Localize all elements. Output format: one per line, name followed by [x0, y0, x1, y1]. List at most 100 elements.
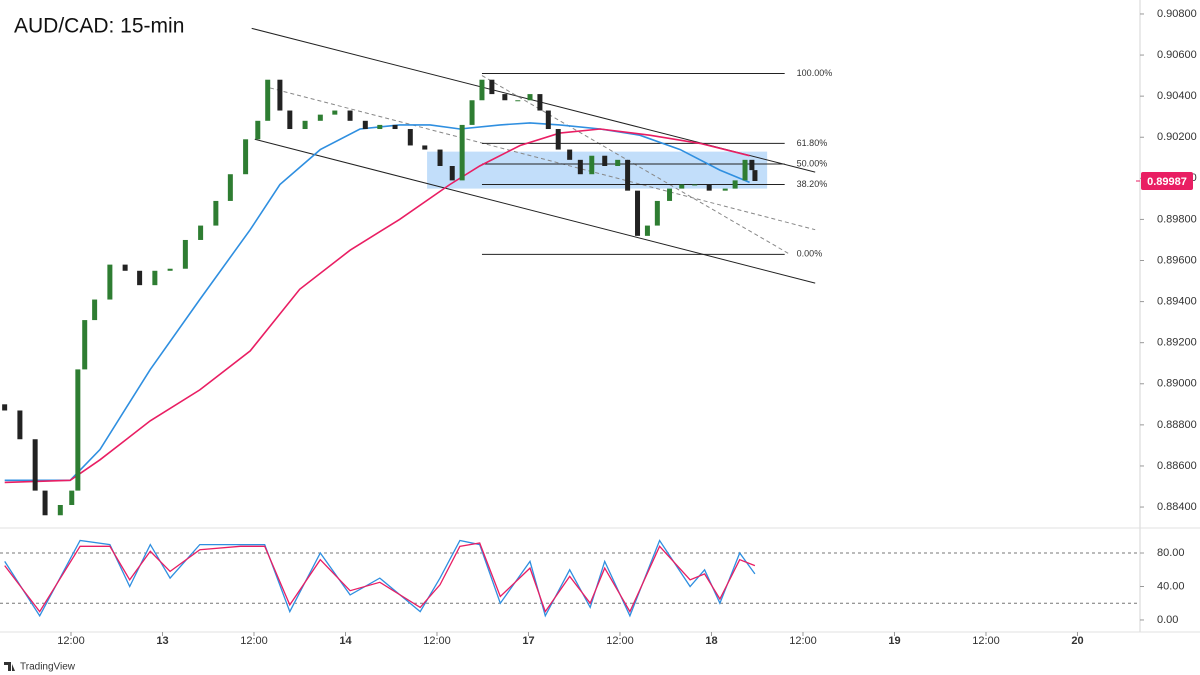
y-tick-label: 0.88400: [1157, 501, 1197, 513]
candle-body: [137, 270, 143, 286]
y-tick-label: 0.89000: [1157, 378, 1197, 390]
y-tick-label: 0.89200: [1157, 337, 1197, 349]
candle-body: [57, 504, 63, 516]
fib-label: 0.00%: [797, 249, 823, 259]
candle-body: [615, 159, 621, 167]
y-tick-label: 0.90200: [1157, 131, 1197, 143]
candle-body: [265, 79, 271, 121]
indicator-tick-label: 80.00: [1157, 547, 1185, 559]
candle-body: [732, 180, 738, 189]
y-tick-label: 0.89600: [1157, 254, 1197, 266]
candle-body: [42, 490, 48, 516]
candle-body: [555, 129, 561, 150]
y-tick-label: 0.89800: [1157, 213, 1197, 225]
candle-body: [182, 239, 188, 269]
candle-body: [742, 159, 748, 181]
candle-body: [654, 200, 660, 226]
brand-name: TradingView: [20, 662, 76, 673]
candle-body: [469, 100, 475, 125]
candle-body: [567, 149, 573, 160]
candle-body: [722, 188, 728, 191]
fib-label: 38.20%: [797, 179, 828, 189]
candle-body: [752, 170, 758, 181]
candle-body: [277, 79, 283, 111]
fib-label: 50.00%: [797, 158, 828, 168]
candle-body: [515, 100, 521, 102]
indicator-tick-label: 40.00: [1157, 580, 1185, 592]
last-price-label: 0.89987: [1147, 176, 1187, 188]
x-tick-label: 17: [522, 635, 534, 647]
y-tick-label: 0.90600: [1157, 49, 1197, 61]
candle-body: [362, 120, 368, 130]
x-tick-label: 19: [888, 635, 900, 647]
fib-label: 61.80%: [797, 138, 828, 148]
candle-body: [527, 94, 533, 101]
candle-body: [407, 129, 413, 146]
trendline: [481, 75, 791, 255]
candle-body: [644, 225, 650, 236]
candle-body: [377, 124, 383, 130]
x-tick-label: 12:00: [57, 635, 85, 647]
candle-body: [449, 166, 455, 181]
candle-body: [167, 268, 173, 271]
candle-body: [122, 264, 128, 271]
candle-body: [69, 490, 75, 505]
candle-body: [347, 110, 353, 121]
candle-body: [667, 188, 673, 201]
candle-body: [679, 184, 685, 189]
brand-icon: [4, 662, 15, 671]
candle-body: [17, 410, 23, 440]
candle-body: [317, 114, 323, 121]
last-price-box: [1141, 171, 1193, 190]
x-tick-label: 12:00: [423, 635, 451, 647]
candle-body: [502, 94, 508, 101]
trendline: [254, 138, 816, 284]
candle-body: [437, 149, 443, 167]
chart-title: AUD/CAD: 15-min: [14, 15, 184, 38]
candle-body: [625, 159, 631, 191]
candle-body: [459, 124, 465, 181]
y-tick-label: 0.90800: [1157, 8, 1197, 20]
x-tick-label: 18: [705, 635, 717, 647]
candle-body: [392, 124, 398, 130]
x-tick-label: 14: [339, 635, 352, 647]
candle-body: [255, 120, 261, 140]
candle-body: [635, 190, 641, 236]
y-tick-label: 0.90400: [1157, 90, 1197, 102]
indicator-tick-label: 0.00: [1157, 614, 1178, 626]
candle-body: [213, 200, 219, 226]
candle-body: [198, 225, 204, 240]
candle-body: [332, 110, 338, 115]
candle-body: [75, 369, 81, 491]
candle-body: [2, 404, 8, 411]
candle-body: [227, 174, 233, 201]
candle-body: [749, 159, 755, 171]
candle-body: [302, 120, 308, 130]
candle-body: [706, 184, 712, 191]
oscillator-line: [4, 542, 756, 614]
candle-body: [479, 79, 485, 101]
candle-body: [152, 270, 158, 286]
candle-body: [422, 145, 428, 150]
x-tick-label: 12:00: [972, 635, 1000, 647]
candle-body: [243, 139, 249, 175]
candle-body: [589, 155, 595, 175]
candle-body: [577, 159, 583, 175]
candle-body: [92, 299, 98, 321]
y-tick-label: 0.88600: [1157, 460, 1197, 472]
candle-body: [107, 264, 113, 300]
candle-body: [32, 439, 38, 491]
candle-body: [489, 79, 495, 95]
candle-body: [545, 110, 551, 130]
trendline: [269, 87, 816, 231]
supply-demand-zone: [427, 151, 768, 189]
x-tick-label: 12:00: [606, 635, 634, 647]
y-tick-label: 0.89400: [1157, 296, 1197, 308]
moving-average: [4, 128, 750, 484]
candle-body: [692, 184, 698, 186]
candle-body: [602, 155, 608, 167]
fib-label: 100.00%: [797, 68, 833, 78]
candle-body: [287, 110, 293, 130]
